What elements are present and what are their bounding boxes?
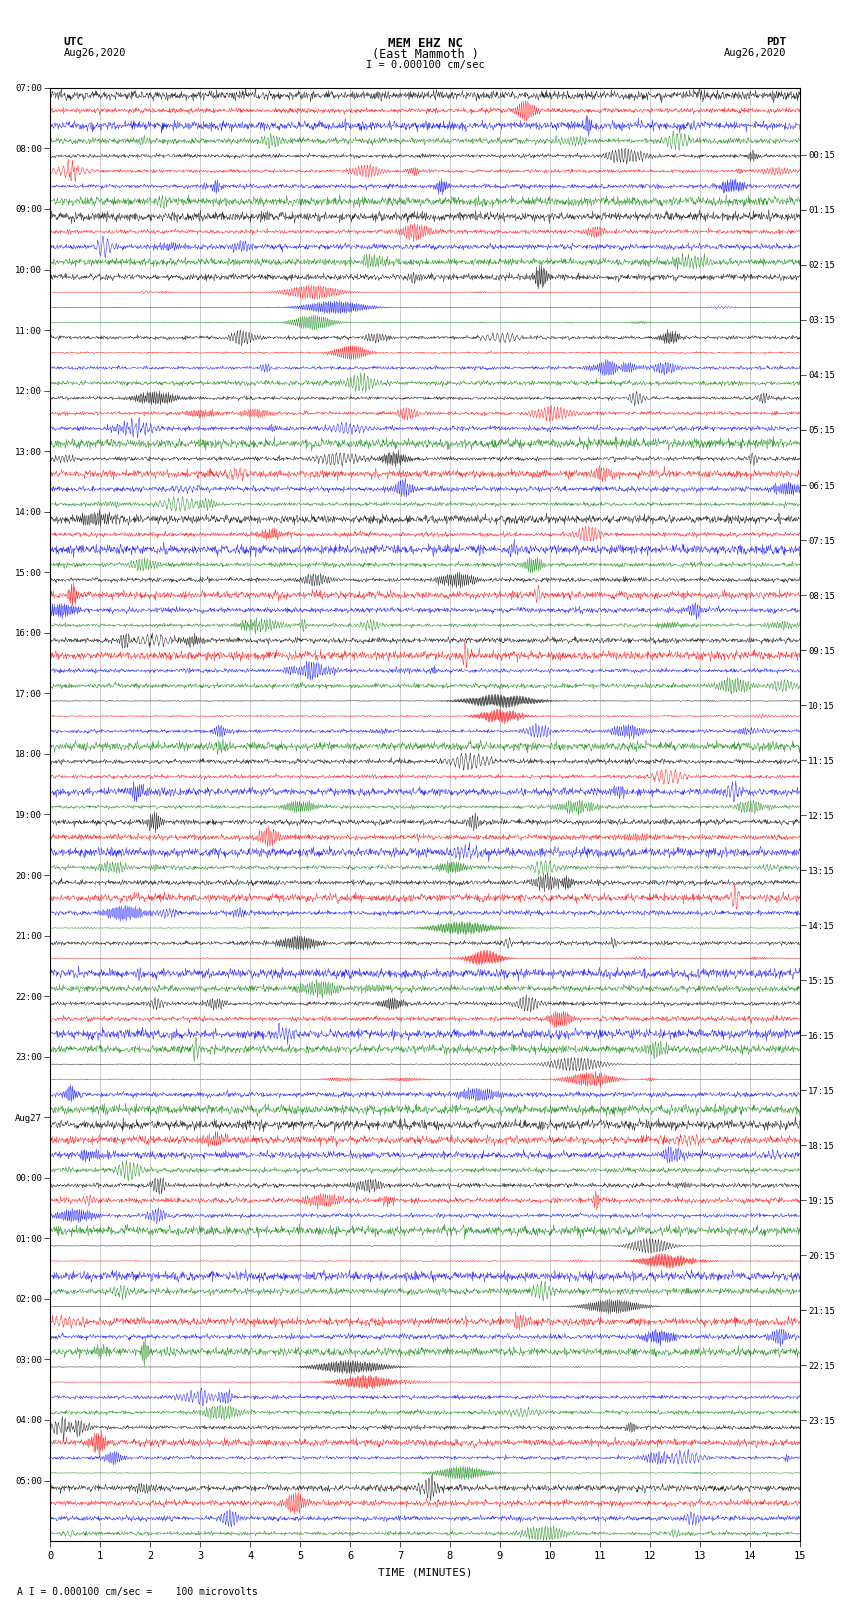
Text: I = 0.000100 cm/sec: I = 0.000100 cm/sec [366,60,484,69]
Text: Aug26,2020: Aug26,2020 [723,48,786,58]
Text: PDT: PDT [766,37,786,47]
Text: UTC: UTC [64,37,84,47]
Text: MEM EHZ NC: MEM EHZ NC [388,37,462,50]
Text: A I = 0.000100 cm/sec =    100 microvolts: A I = 0.000100 cm/sec = 100 microvolts [17,1587,258,1597]
Text: Aug26,2020: Aug26,2020 [64,48,127,58]
Text: (East Mammoth ): (East Mammoth ) [371,48,479,61]
X-axis label: TIME (MINUTES): TIME (MINUTES) [377,1568,473,1578]
